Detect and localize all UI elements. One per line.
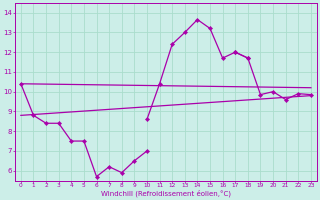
- X-axis label: Windchill (Refroidissement éolien,°C): Windchill (Refroidissement éolien,°C): [101, 190, 231, 197]
